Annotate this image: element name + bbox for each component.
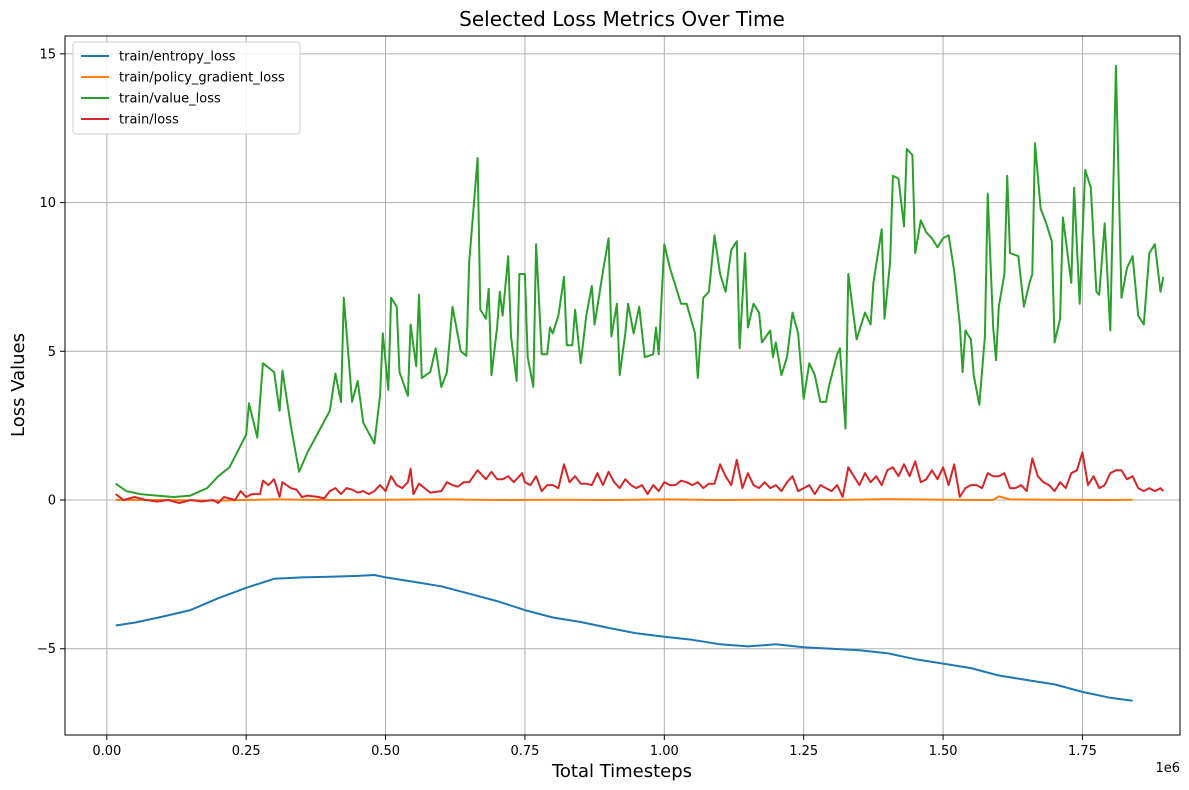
series-lines: [115, 64, 1165, 702]
series-line-train-entropy-loss: [115, 574, 1133, 702]
legend-label: train/loss: [119, 113, 179, 128]
x-tick-label: 1.50: [929, 744, 958, 759]
y-tick-label: −5: [37, 642, 56, 657]
legend-box: [72, 41, 301, 135]
y-axis-title: Loss Values: [8, 333, 29, 437]
y-tick-label: 0: [48, 494, 56, 509]
x-tick-label: 1.75: [1068, 744, 1097, 759]
y-tick-label: 10: [39, 196, 56, 211]
x-axis-offset-label: 1e6: [1155, 761, 1180, 776]
x-tick-label: 1.25: [789, 744, 818, 759]
x-axis-title: Total Timesteps: [551, 761, 692, 782]
x-tick-label: 0.75: [510, 744, 539, 759]
legend: train/entropy_loss train/policy_gradient_…: [72, 41, 301, 135]
chart-title: Selected Loss Metrics Over Time: [459, 7, 785, 31]
y-tick-label: 15: [39, 47, 56, 62]
x-tick-label: 1.00: [650, 744, 679, 759]
axis-ticks: 0.00 0.25 0.50 0.75 1.00 1.25 1.50 1.75 −5 0 5 10 15: [37, 47, 1097, 759]
x-tick-label: 0.00: [92, 744, 121, 759]
x-tick-label: 0.25: [232, 744, 261, 759]
legend-label: train/policy_gradient_loss: [119, 71, 285, 86]
legend-label: train/entropy_loss: [119, 50, 236, 65]
series-line-train-loss: [115, 451, 1165, 504]
plot-frame: [64, 35, 1181, 736]
x-tick-label: 0.50: [371, 744, 400, 759]
legend-label: train/value_loss: [119, 92, 221, 107]
series-line-train-value-loss: [115, 64, 1165, 498]
series-line-train-policy-gradient-loss: [115, 495, 1133, 502]
y-tick-label: 5: [48, 345, 56, 360]
